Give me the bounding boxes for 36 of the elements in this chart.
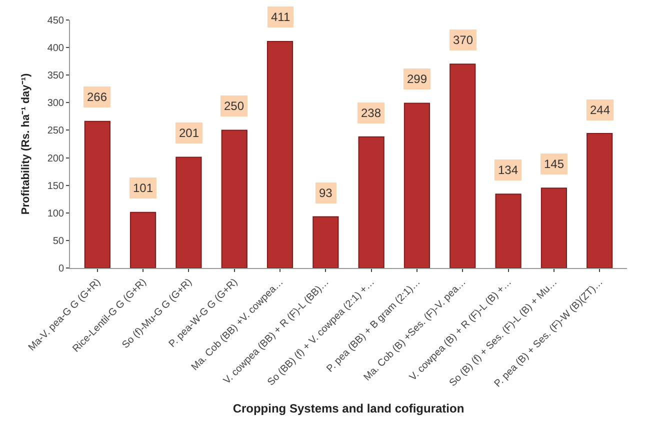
- data-label: 145: [544, 157, 564, 171]
- data-label: 238: [361, 106, 382, 120]
- data-label: 244: [590, 103, 610, 117]
- bar: [221, 130, 248, 268]
- data-label: 411: [271, 10, 290, 24]
- bar: [358, 136, 384, 268]
- data-label: 93: [319, 186, 333, 200]
- bar: [176, 156, 202, 268]
- y-tick-label: 50: [52, 236, 64, 247]
- bar: [450, 64, 476, 268]
- data-label: 134: [498, 163, 518, 177]
- x-axis-title: Cropping Systems and land cofiguration: [232, 402, 464, 416]
- bar: [586, 133, 613, 268]
- data-label: 370: [453, 33, 474, 47]
- y-tick-label: 450: [47, 16, 64, 26]
- y-tick-label: 150: [47, 180, 64, 192]
- data-label: 299: [407, 72, 428, 86]
- y-tick-label: 400: [47, 43, 64, 54]
- y-tick-label: 200: [47, 153, 64, 164]
- bar: [84, 120, 110, 268]
- y-tick-label: 100: [47, 208, 64, 220]
- data-label: 266: [87, 90, 108, 104]
- bar: [266, 40, 294, 268]
- y-tick-label: 0: [58, 264, 64, 274]
- y-axis-title: Profitability (Rs. ha⁻¹ day⁻¹): [20, 73, 32, 215]
- bar: [495, 194, 522, 268]
- y-tick-label: 250: [47, 126, 64, 137]
- data-label: 101: [133, 181, 154, 195]
- data-label: 201: [179, 126, 200, 140]
- bar: [130, 212, 156, 268]
- y-tick-label: 350: [47, 70, 64, 82]
- data-label: 250: [224, 99, 244, 113]
- bar: [540, 188, 568, 268]
- bar: [404, 102, 430, 268]
- y-tick-label: 300: [47, 98, 64, 110]
- bar: [312, 216, 339, 268]
